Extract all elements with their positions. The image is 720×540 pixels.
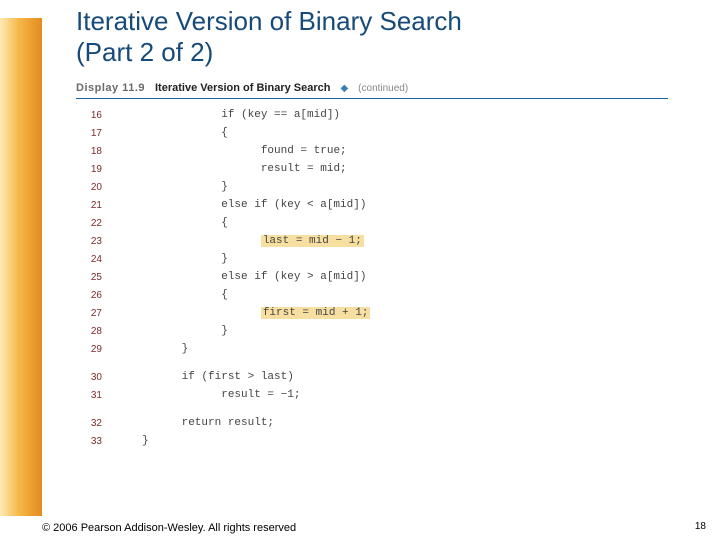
title-line-1: Iterative Version of Binary Search — [76, 6, 462, 36]
line-number: 17 — [76, 128, 102, 139]
line-number: 30 — [76, 372, 102, 383]
line-number: 18 — [76, 146, 102, 157]
code-text: if (first > last) — [142, 371, 294, 383]
code-gap — [76, 358, 676, 368]
code-gap — [76, 404, 676, 414]
code-text: else if (key > a[mid]) — [142, 271, 366, 283]
line-number: 25 — [76, 272, 102, 283]
code-line: 20 } — [76, 178, 676, 196]
display-label: Display 11.9 — [76, 82, 145, 94]
line-number: 19 — [76, 164, 102, 175]
code-highlight: last = mid − 1; — [261, 235, 364, 247]
page-title: Iterative Version of Binary Search (Part… — [76, 6, 676, 68]
code-line: 28 } — [76, 322, 676, 340]
line-number: 28 — [76, 326, 102, 337]
code-token: } — [221, 181, 228, 193]
code-line: 27 first = mid + 1; — [76, 304, 676, 322]
code-listing: 16 if (key == a[mid])17 {18 found = true… — [76, 106, 676, 450]
display-title: Iterative Version of Binary Search — [155, 82, 330, 94]
code-line: 21 else if (key < a[mid]) — [76, 196, 676, 214]
line-number: 26 — [76, 290, 102, 301]
line-number: 31 — [76, 390, 102, 401]
code-token: { — [221, 289, 228, 301]
line-number: 23 — [76, 236, 102, 247]
continued-label: (continued) — [358, 83, 408, 94]
code-token: else if (key > a[mid]) — [221, 271, 366, 283]
code-token: if (key == a[mid]) — [221, 109, 340, 121]
code-text: return result; — [142, 417, 274, 429]
display-header: Display 11.9 Iterative Version of Binary… — [76, 82, 676, 99]
code-token: } — [221, 253, 228, 265]
code-text: if (key == a[mid]) — [142, 109, 340, 121]
code-line: 30 if (first > last) — [76, 368, 676, 386]
code-token: else if (key < a[mid]) — [221, 199, 366, 211]
code-text: { — [142, 127, 228, 139]
code-token: found = true; — [261, 145, 347, 157]
code-line: 29 } — [76, 340, 676, 358]
code-line: 18 found = true; — [76, 142, 676, 160]
code-line: 25 else if (key > a[mid]) — [76, 268, 676, 286]
code-line: 31 result = −1; — [76, 386, 676, 404]
code-text: { — [142, 217, 228, 229]
code-highlight: first = mid + 1; — [261, 307, 371, 319]
code-token: } — [182, 343, 189, 355]
code-token: if (first > last) — [182, 371, 294, 383]
code-text: result = mid; — [142, 163, 347, 175]
code-line: 33} — [76, 432, 676, 450]
code-token: { — [221, 127, 228, 139]
page-number: 18 — [695, 521, 706, 532]
code-token: } — [142, 435, 149, 447]
code-line: 19 result = mid; — [76, 160, 676, 178]
line-number: 33 — [76, 436, 102, 447]
line-number: 32 — [76, 418, 102, 429]
line-number: 29 — [76, 344, 102, 355]
line-number: 21 — [76, 200, 102, 211]
code-line: 32 return result; — [76, 414, 676, 432]
copyright-footer: © 2006 Pearson Addison-Wesley. All right… — [42, 522, 296, 534]
slide: Iterative Version of Binary Search (Part… — [0, 0, 720, 540]
code-token: } — [221, 325, 228, 337]
code-text: } — [142, 181, 228, 193]
code-line: 26 { — [76, 286, 676, 304]
header-rule — [76, 98, 668, 99]
code-line: 22 { — [76, 214, 676, 232]
code-text: last = mid − 1; — [142, 235, 364, 247]
code-text: } — [142, 325, 228, 337]
decorative-sidebar — [0, 18, 42, 516]
code-text: found = true; — [142, 145, 347, 157]
line-number: 27 — [76, 308, 102, 319]
code-line: 17 { — [76, 124, 676, 142]
code-token: return result; — [182, 417, 274, 429]
code-text: { — [142, 289, 228, 301]
line-number: 22 — [76, 218, 102, 229]
code-text: } — [142, 435, 149, 447]
line-number: 24 — [76, 254, 102, 265]
title-line-2: (Part 2 of 2) — [76, 37, 213, 67]
line-number: 16 — [76, 110, 102, 121]
code-text: } — [142, 343, 188, 355]
code-text: first = mid + 1; — [142, 307, 370, 319]
code-token: result = mid; — [261, 163, 347, 175]
code-text: else if (key < a[mid]) — [142, 199, 366, 211]
code-line: 23 last = mid − 1; — [76, 232, 676, 250]
code-line: 24 } — [76, 250, 676, 268]
diamond-icon: ◆ — [340, 83, 348, 94]
code-line: 16 if (key == a[mid]) — [76, 106, 676, 124]
code-text: } — [142, 253, 228, 265]
code-token: result = −1; — [221, 389, 300, 401]
code-token: { — [221, 217, 228, 229]
line-number: 20 — [76, 182, 102, 193]
code-text: result = −1; — [142, 389, 300, 401]
